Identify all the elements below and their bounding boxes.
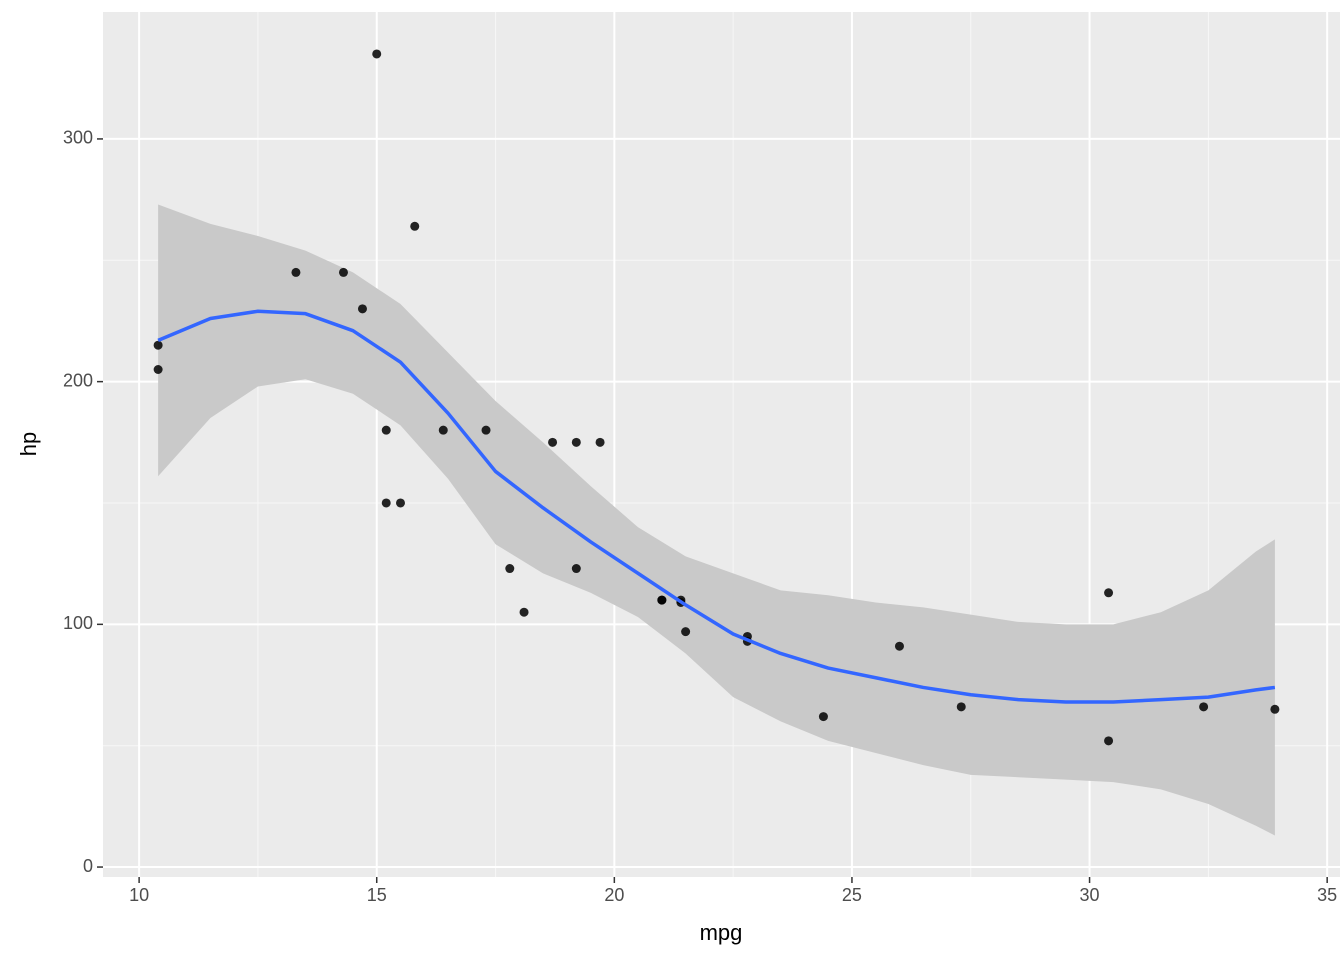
point [1104,736,1114,746]
y-axis-title: hp [16,432,41,456]
point [956,702,966,712]
point [571,437,581,447]
point [381,425,391,435]
point [571,564,581,574]
smooth-line [157,309,1276,704]
point [505,564,515,574]
point [372,49,382,59]
point [153,365,163,375]
y-tick-label: 100 [63,613,93,633]
x-axis-title: mpg [700,920,743,945]
point [595,437,605,447]
y-tick-label: 0 [83,856,93,876]
x-tick-label: 20 [604,885,624,905]
x-tick-label: 10 [129,885,149,905]
point [153,340,163,350]
point [1270,704,1280,714]
point [381,498,391,508]
y-tick-label: 300 [63,128,93,148]
point [438,425,448,435]
point [1104,588,1114,598]
point [481,425,491,435]
y-tick-label: 200 [63,370,93,390]
point [338,267,348,277]
x-tick-label: 25 [842,885,862,905]
point [357,304,367,314]
point [894,641,904,651]
point [548,437,558,447]
x-tick-label: 30 [1080,885,1100,905]
point [519,607,529,617]
point [657,595,667,605]
x-tick-label: 15 [367,885,387,905]
point [291,267,301,277]
point [818,712,828,722]
point [410,221,420,231]
point [681,627,691,637]
x-tick-label: 35 [1317,885,1337,905]
point [395,498,405,508]
point [1199,702,1209,712]
confidence-band [158,204,1275,836]
